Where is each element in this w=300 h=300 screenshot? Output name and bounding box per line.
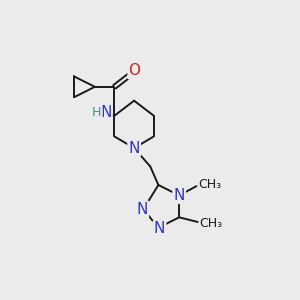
Text: N: N [100,105,112,120]
Text: H: H [92,106,101,119]
Text: N: N [136,202,148,217]
Text: N: N [154,221,165,236]
Text: N: N [173,188,185,203]
Text: N: N [128,140,140,155]
Text: CH₃: CH₃ [200,217,223,230]
Text: O: O [129,63,141,78]
Text: CH₃: CH₃ [198,178,221,191]
